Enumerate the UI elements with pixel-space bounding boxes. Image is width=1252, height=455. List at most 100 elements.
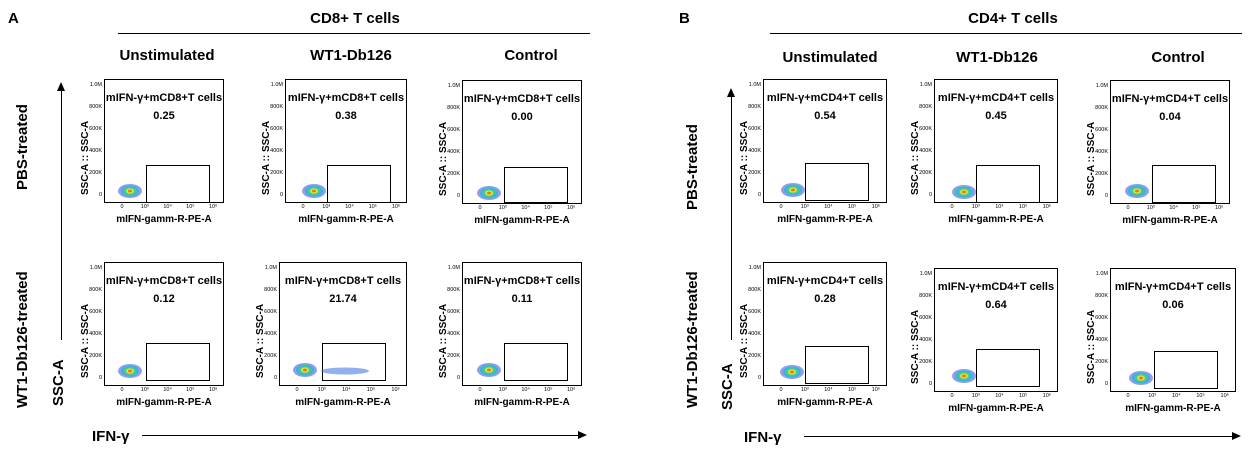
density-contour bbox=[962, 374, 966, 378]
panel-b-plot-5-gate bbox=[1154, 351, 1218, 389]
panel-a-plot-2-xlabel: mIFN-gamm-R-PE-A bbox=[474, 215, 570, 226]
panel-a-plot-1-ytick: 1.0M bbox=[270, 82, 283, 88]
density-contour bbox=[1135, 189, 1139, 193]
panel-a-plot-4-ytick: 200K bbox=[264, 353, 277, 359]
panel-b-plot-0-ylabel: SSC-A :: SSC-A bbox=[739, 120, 750, 195]
panel-b-plot-1-ytick: 600K bbox=[919, 126, 932, 132]
panel-a-plot-4-ytick: 0 bbox=[273, 375, 277, 381]
panel-b-plot-3-gate-value: 0.28 bbox=[814, 293, 836, 305]
panel-a-plot-3-ytick: 400K bbox=[89, 331, 102, 337]
panel-b-plot-0-density-svg bbox=[781, 183, 805, 197]
panel-b-plot-4-gate-label: mIFN-γ+mCD4+T cells bbox=[937, 281, 1055, 293]
panel-a-title-rule bbox=[118, 33, 590, 34]
panel-b-plot-0-xtick: 0 bbox=[779, 204, 783, 210]
panel-b-plot-3-xtick: 10⁶ bbox=[871, 387, 881, 393]
panel-a-plot-0-xtick: 10³ bbox=[140, 204, 149, 210]
panel-a-plot-5-ylabel: SSC-A :: SSC-A bbox=[438, 303, 449, 378]
panel-a-plot-5-ytick: 200K bbox=[447, 353, 460, 359]
panel-b-plot-0-xtick: 10⁵ bbox=[847, 204, 857, 210]
panel-b-plot-4-ytick: 1.0M bbox=[919, 271, 932, 277]
panel-b-plot-4-density-svg bbox=[952, 369, 976, 383]
panel-b-letter: B bbox=[679, 10, 690, 27]
density-contour bbox=[487, 368, 491, 372]
panel-b-plot-4-xtick: 10⁵ bbox=[1018, 393, 1028, 399]
panel-a-plot-2-xtick: 10⁶ bbox=[566, 205, 576, 211]
panel-b-plot-0-gate-label: mIFN-γ+mCD4+T cells bbox=[766, 92, 884, 104]
panel-b-plot-2-xtick: 10³ bbox=[1146, 205, 1155, 211]
panel-b-plot-0-density bbox=[781, 178, 807, 200]
panel-b-plot-1-xtick: 10³ bbox=[971, 204, 980, 210]
panel-a-plot-2-gate-label: mIFN-γ+mCD8+T cells bbox=[463, 93, 581, 105]
panel-a-y-axis-word: SSC-A bbox=[50, 359, 67, 406]
panel-b-plot-2-xtick: 0 bbox=[1126, 205, 1130, 211]
panel-a-plot-5-ytick: 1.0M bbox=[447, 265, 460, 271]
positive-population bbox=[321, 367, 369, 375]
panel-b-plot-5-ytick: 800K bbox=[1095, 293, 1108, 299]
panel-a-plot-2-frame bbox=[462, 80, 582, 204]
panel-b-plot-1-xtick: 0 bbox=[950, 204, 954, 210]
panel-b-plot-5-gate-label: mIFN-γ+mCD4+T cells bbox=[1114, 281, 1232, 293]
panel-b-y-axis-word: SSC-A bbox=[719, 363, 736, 410]
panel-b-plot-1-ytick: 800K bbox=[919, 104, 932, 110]
panel-b-title: CD4+ T cells bbox=[968, 10, 1058, 27]
panel-b-plot-3-density-svg bbox=[780, 365, 804, 379]
panel-a-plot-2-density bbox=[477, 181, 503, 203]
panel-b-plot-3-xtick: 10³ bbox=[800, 387, 809, 393]
panel-b-plot-0-ytick: 0 bbox=[757, 192, 761, 198]
panel-b-plot-0-xlabel: mIFN-gamm-R-PE-A bbox=[777, 214, 873, 225]
panel-b-y-arrow-line bbox=[731, 96, 732, 340]
panel-b-plot-5-ytick: 600K bbox=[1095, 315, 1108, 321]
panel-a-col-unstimulated: Unstimulated bbox=[119, 47, 215, 64]
panel-a-plot-2-ytick: 1.0M bbox=[447, 83, 460, 89]
panel-a-plot-0-gate-value: 0.25 bbox=[153, 110, 175, 122]
panel-a-plot-3-xtick: 10⁶ bbox=[208, 387, 218, 393]
panel-b-plot-4-ytick: 0 bbox=[928, 381, 932, 387]
panel-a-plot-0-ytick: 800K bbox=[89, 104, 102, 110]
panel-a-col-wt1: WT1-Db126 bbox=[310, 47, 392, 64]
panel-a-x-arrowhead bbox=[578, 431, 587, 439]
panel-b-plot-3-xtick: 10⁴ bbox=[824, 387, 833, 393]
panel-b-plot-1-density-svg bbox=[952, 185, 976, 199]
panel-b-plot-0-ytick: 200K bbox=[748, 170, 761, 176]
panel-b-plot-3-gate bbox=[805, 346, 869, 384]
panel-b-title-rule bbox=[770, 33, 1242, 34]
density-contour bbox=[1139, 376, 1143, 380]
panel-a-plot-1-xlabel: mIFN-gamm-R-PE-A bbox=[298, 214, 394, 225]
panel-b-plot-1-gate-label: mIFN-γ+mCD4+T cells bbox=[937, 92, 1055, 104]
panel-a-plot-5-xtick: 0 bbox=[478, 387, 482, 393]
panel-b-plot-3-ytick: 200K bbox=[748, 353, 761, 359]
panel-a-plot-3-xtick: 0 bbox=[120, 387, 124, 393]
panel-a-plot-1-ytick: 400K bbox=[270, 148, 283, 154]
panel-b-plot-4-xtick: 10⁴ bbox=[995, 393, 1004, 399]
panel-b-plot-1-xlabel: mIFN-gamm-R-PE-A bbox=[948, 214, 1044, 225]
panel-a-plot-1-frame bbox=[285, 79, 407, 203]
panel-a-plot-4-xtick: 10⁵ bbox=[366, 387, 376, 393]
panel-b-plot-0-ytick: 1.0M bbox=[748, 82, 761, 88]
panel-a-plot-3-ylabel: SSC-A :: SSC-A bbox=[80, 303, 91, 378]
panel-a-plot-0-density bbox=[118, 179, 144, 201]
panel-b-col-unstimulated: Unstimulated bbox=[782, 49, 878, 66]
panel-a-plot-2-ytick: 800K bbox=[447, 105, 460, 111]
panel-a-plot-3-xtick: 10⁴ bbox=[163, 387, 172, 393]
panel-a-plot-0-xtick: 10⁶ bbox=[208, 204, 218, 210]
panel-a-plot-3-ytick: 800K bbox=[89, 287, 102, 293]
panel-b-plot-2-ytick: 0 bbox=[1104, 193, 1108, 199]
panel-b-plot-3-ytick: 0 bbox=[757, 375, 761, 381]
panel-b-plot-2-density-svg bbox=[1125, 184, 1149, 198]
panel-b-plot-1-xtick: 10⁴ bbox=[995, 204, 1004, 210]
panel-b-plot-2-gate-value: 0.04 bbox=[1159, 111, 1181, 123]
panel-a-plot-3-ytick: 600K bbox=[89, 309, 102, 315]
panel-b-plot-0-ytick: 600K bbox=[748, 126, 761, 132]
panel-a-plot-1-xtick: 10⁵ bbox=[368, 204, 377, 210]
panel-b-plot-2-ytick: 400K bbox=[1095, 149, 1108, 155]
panel-a-plot-4-xlabel: mIFN-gamm-R-PE-A bbox=[295, 397, 391, 408]
panel-b-plot-5-xtick: 10⁶ bbox=[1220, 393, 1229, 399]
panel-b-plot-4-density bbox=[952, 364, 978, 386]
panel-a-plot-0-ytick: 0 bbox=[98, 192, 102, 198]
panel-b-plot-2-xtick: 10⁴ bbox=[1169, 205, 1178, 211]
panel-b-plot-2-density bbox=[1125, 179, 1151, 201]
panel-a-plot-1-ytick: 0 bbox=[279, 192, 283, 198]
panel-b-plot-4-gate bbox=[976, 349, 1040, 387]
panel-a-plot-4-ytick: 1.0M bbox=[264, 265, 277, 271]
panel-b-plot-2-gate bbox=[1152, 165, 1216, 203]
